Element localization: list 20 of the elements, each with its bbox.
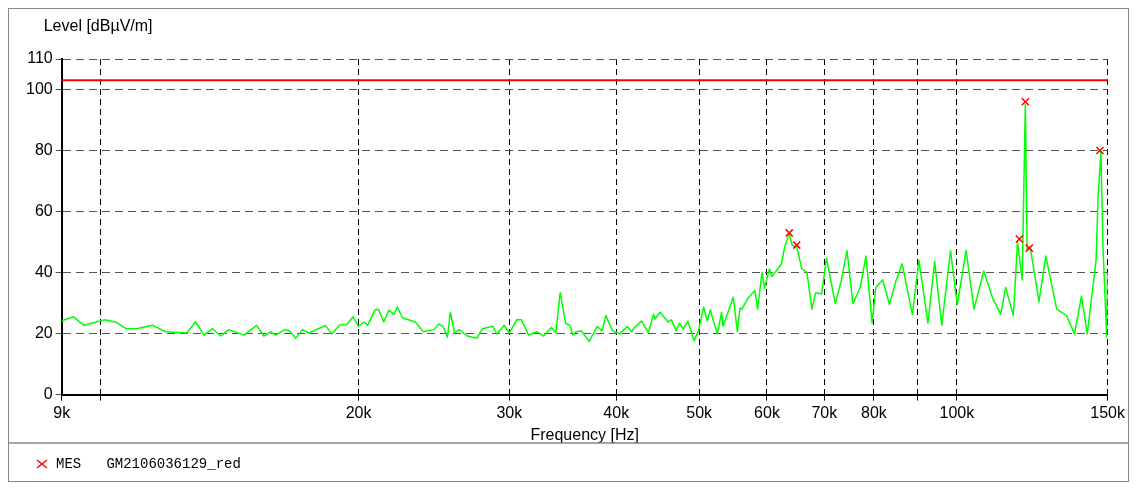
x-tick-label: 100k — [939, 403, 976, 421]
y-tick-label: 20 — [34, 323, 53, 341]
x-tick-label: 80k — [861, 403, 888, 421]
x-tick-label: 9k — [53, 403, 72, 421]
x-axis-title: Frequency [Hz] — [530, 425, 639, 443]
x-tick-label: 150k — [1090, 403, 1126, 421]
y-tick-label: 40 — [34, 262, 53, 280]
y-tick-label: 80 — [34, 140, 53, 158]
x-tick-label: 20k — [345, 403, 373, 421]
y-tick-label: 0 — [43, 385, 53, 403]
y-tick-label: 60 — [34, 201, 53, 219]
x-tick-label: 70k — [811, 403, 839, 421]
x-tick-label: 60k — [754, 403, 781, 421]
x-tick-label: 40k — [603, 403, 631, 421]
x-tick-label: 30k — [496, 403, 524, 421]
y-axis-title: Level [dBµV/m] — [43, 17, 153, 35]
y-tick-label: 100 — [25, 79, 53, 97]
legend-label: MES GM2106036129_red — [56, 455, 241, 472]
x-tick-label: 50k — [686, 403, 714, 421]
y-tick-label: 110 — [27, 49, 53, 67]
